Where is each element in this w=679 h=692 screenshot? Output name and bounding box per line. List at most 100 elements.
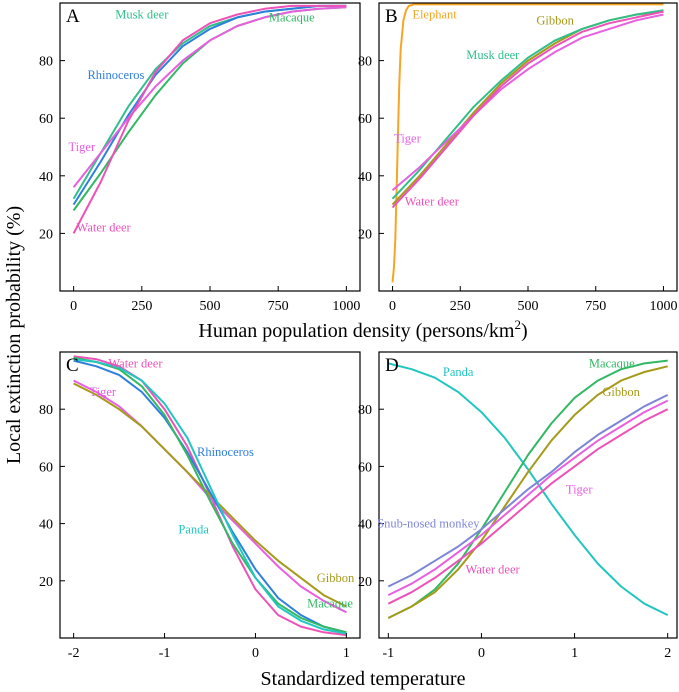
x-tick-label: 0 <box>478 646 485 661</box>
x-tick-label: 1000 <box>332 299 360 314</box>
panel-label: B <box>385 6 398 27</box>
y-tick-label: 20 <box>358 227 372 242</box>
y-tick-label: 60 <box>39 460 53 475</box>
series-line-water-deer <box>391 10 664 209</box>
series-line-macaque <box>72 6 347 211</box>
series-label-panda: Panda <box>443 365 474 379</box>
panel-label: C <box>66 355 79 376</box>
x-tick-label: 0 <box>252 646 259 661</box>
plot-frame <box>59 351 361 639</box>
y-tick-label: 80 <box>39 403 53 418</box>
series-label-macaque: Macaque <box>307 597 353 611</box>
panel-label: A <box>66 6 80 27</box>
series-lines <box>391 3 664 283</box>
x-tick-label: 250 <box>131 299 152 314</box>
series-line-panda <box>388 362 669 616</box>
series-line-snub-nosed-monkey <box>387 394 669 588</box>
series-label-gibbon: Gibbon <box>602 385 640 399</box>
y-tick-label: 80 <box>358 403 372 418</box>
series-label-water-deer: Water deer <box>77 221 132 235</box>
x-axis-label-top-sup: 2 <box>514 317 521 332</box>
series-line-macaque <box>387 359 668 619</box>
series-line-tiger <box>72 6 347 188</box>
y-tick-label: 60 <box>358 112 372 127</box>
panel-c: -2 -1 0 1 20 40 60 80 Water deer Tiger Gibbon Rhino… <box>39 351 361 661</box>
y-tick-label: 20 <box>39 575 53 590</box>
panel-a: 0 250 500 750 1000 20 40 60 80 Musk deer Macaque Rh… <box>39 2 361 314</box>
x-tick-label: 500 <box>200 299 221 314</box>
panel-b: 0 250 500 750 1000 20 40 60 80 Elephant Gibbon Musk… <box>358 2 678 314</box>
x-axis-label-top: Human population density (persons/km2) <box>198 317 527 342</box>
x-tick-label: 0 <box>389 299 396 314</box>
series-line-tiger <box>387 399 669 596</box>
series-label-rhinoceros: Rhinoceros <box>87 68 144 82</box>
y-tick-label: 20 <box>39 227 53 242</box>
series-line-tiger <box>391 13 664 191</box>
series-label-tiger: Tiger <box>68 140 95 154</box>
series-label-musk-deer: Musk deer <box>466 48 520 62</box>
series-line-musk-deer <box>391 9 664 200</box>
series-line-elephant <box>391 3 664 283</box>
series-line-macaque <box>73 356 347 634</box>
series-label-gibbon: Gibbon <box>317 571 355 585</box>
x-tick-label: 750 <box>585 299 606 314</box>
series-label-panda: Panda <box>178 522 209 536</box>
series-label-tiger: Tiger <box>566 482 593 496</box>
x-tick-label: 750 <box>268 299 289 314</box>
series-label-tiger: Tiger <box>89 385 116 399</box>
series-label-macaque: Macaque <box>269 10 315 24</box>
series-lines <box>387 359 669 619</box>
series-lines <box>73 355 347 637</box>
series-label-rhinoceros: Rhinoceros <box>197 445 254 459</box>
series-label-tiger: Tiger <box>394 131 421 145</box>
x-tick-label: -1 <box>382 646 394 661</box>
x-tick-label: 0 <box>70 299 77 314</box>
series-label-musk-deer: Musk deer <box>115 8 169 22</box>
series-label-water-deer: Water deer <box>405 195 460 209</box>
series-line-rhinoceros <box>73 359 347 634</box>
x-axis-label-bottom: Standardized temperature <box>261 668 466 690</box>
y-tick-label: 80 <box>39 55 53 70</box>
x-axis-label-top-end: ) <box>521 320 528 342</box>
series-lines <box>72 4 347 234</box>
series-label-water-deer: Water deer <box>466 562 521 576</box>
series-label-water-deer: Water deer <box>108 356 163 370</box>
plot-frame <box>378 351 678 639</box>
x-tick-label: 1 <box>571 646 578 661</box>
series-line-water-deer <box>72 4 347 234</box>
series-label-snub-nosed-monkey: Snub-nosed monkey <box>377 517 480 531</box>
series-line-gibbon <box>387 365 668 619</box>
y-axis-label: Local extinction probability (%) <box>3 206 25 464</box>
series-line-water-deer <box>387 408 669 605</box>
series-line-tiger <box>73 379 347 614</box>
series-line-musk-deer <box>72 4 347 200</box>
y-tick-label: 60 <box>39 112 53 127</box>
x-axis-label-top-main: Human population density (persons/km <box>198 320 515 342</box>
series-line-rhinoceros <box>72 4 347 206</box>
x-tick-label: 250 <box>450 299 471 314</box>
y-tick-label: 40 <box>39 170 53 185</box>
series-line-gibbon <box>391 10 664 206</box>
y-tick-label: 20 <box>358 575 372 590</box>
x-tick-label: 1000 <box>649 299 677 314</box>
x-tick-label: 1 <box>343 646 350 661</box>
series-line-panda <box>73 358 347 635</box>
y-tick-label: 40 <box>358 170 372 185</box>
series-label-macaque: Macaque <box>589 356 635 370</box>
x-tick-label: 2 <box>664 646 671 661</box>
panel-label: D <box>385 355 399 376</box>
y-tick-label: 60 <box>358 460 372 475</box>
y-tick-label: 40 <box>358 518 372 533</box>
y-tick-label: 40 <box>39 518 53 533</box>
plot-frame <box>378 2 678 292</box>
x-tick-label: -2 <box>68 646 80 661</box>
series-label-elephant: Elephant <box>412 8 457 22</box>
series-label-gibbon: Gibbon <box>536 13 574 27</box>
y-tick-label: 80 <box>358 55 372 70</box>
x-tick-label: -1 <box>159 646 171 661</box>
panel-d: -1 0 1 2 20 40 60 80 Panda Macaque Gibbon Tiger Snub… <box>358 351 678 661</box>
x-tick-label: 500 <box>518 299 539 314</box>
series-line-gibbon <box>73 382 347 608</box>
